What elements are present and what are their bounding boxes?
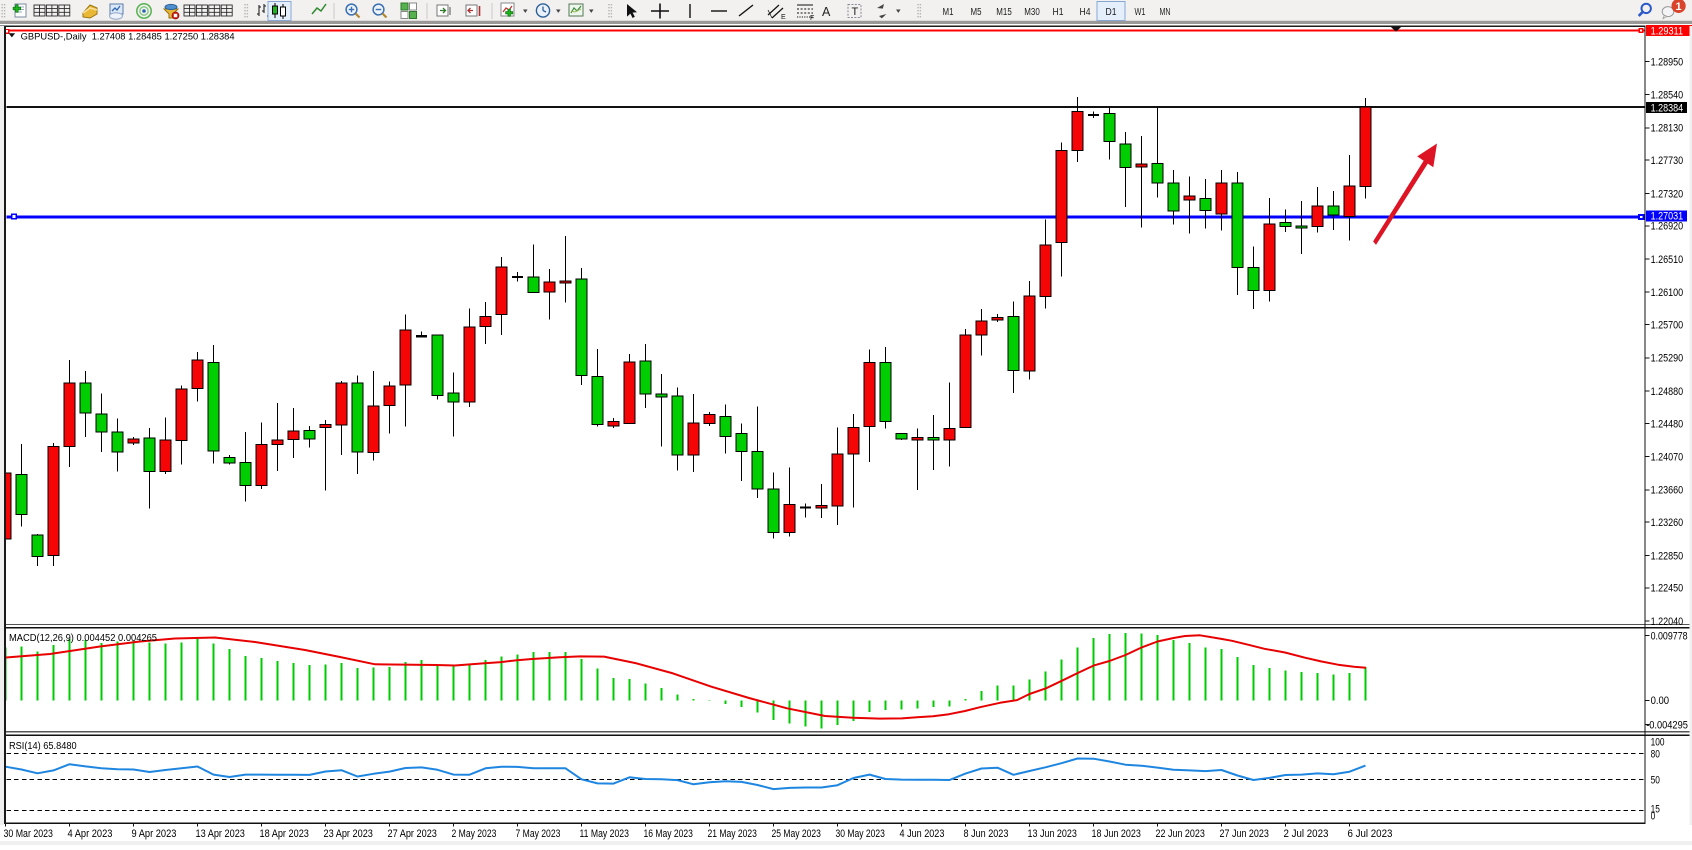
- svg-text:2 Jul 2023: 2 Jul 2023: [1284, 828, 1329, 840]
- svg-text:M1: M1: [943, 7, 954, 18]
- svg-text:22 Jun 2023: 22 Jun 2023: [1156, 828, 1205, 840]
- svg-text:1.28540: 1.28540: [1651, 90, 1684, 102]
- svg-text:F: F: [810, 15, 814, 22]
- svg-text:1.23260: 1.23260: [1651, 517, 1684, 529]
- svg-text:GBPUSD-,Daily 1.27408 1.28485: GBPUSD-,Daily 1.27408 1.28485 1.27250 1.…: [21, 31, 235, 41]
- svg-text:1.28950: 1.28950: [1651, 56, 1684, 68]
- svg-text:H4: H4: [1080, 7, 1091, 18]
- svg-text:4 Jun 2023: 4 Jun 2023: [900, 828, 945, 840]
- svg-text:H1: H1: [1053, 7, 1064, 18]
- svg-text:M15: M15: [996, 7, 1012, 18]
- svg-text:1.24480: 1.24480: [1651, 418, 1684, 430]
- svg-text:18 Apr 2023: 18 Apr 2023: [260, 828, 309, 840]
- svg-text:9 Apr 2023: 9 Apr 2023: [132, 828, 177, 840]
- svg-text:D1: D1: [1106, 7, 1117, 18]
- svg-text:0.009778: 0.009778: [1651, 630, 1688, 642]
- svg-text:11 May 2023: 11 May 2023: [580, 828, 629, 840]
- svg-text:23 Apr 2023: 23 Apr 2023: [324, 828, 373, 840]
- svg-text:80: 80: [1651, 749, 1660, 761]
- svg-text:1.22040: 1.22040: [1651, 616, 1684, 628]
- svg-text:E: E: [781, 14, 786, 21]
- svg-text:RSI(14) 65.8480: RSI(14) 65.8480: [9, 741, 77, 752]
- svg-text:M5: M5: [971, 7, 982, 18]
- svg-text:W1: W1: [1135, 7, 1146, 18]
- svg-text:30 May 2023: 30 May 2023: [836, 828, 885, 840]
- svg-text:1.25700: 1.25700: [1651, 320, 1684, 332]
- svg-text:27 Jun 2023: 27 Jun 2023: [1220, 828, 1269, 840]
- svg-text:1.26920: 1.26920: [1651, 221, 1684, 233]
- svg-text:MACD(12,26,9) 0.004452 0.00426: MACD(12,26,9) 0.004452 0.004265: [9, 633, 158, 644]
- svg-text:18 Jun 2023: 18 Jun 2023: [1092, 828, 1141, 840]
- svg-text:25 May 2023: 25 May 2023: [772, 828, 821, 840]
- svg-text:1.26510: 1.26510: [1651, 254, 1684, 266]
- svg-text:1.27031: 1.27031: [1651, 211, 1684, 223]
- svg-text:1.23660: 1.23660: [1651, 485, 1684, 497]
- svg-text:T: T: [852, 6, 859, 18]
- svg-text:MN: MN: [1160, 7, 1171, 18]
- svg-text:1.27320: 1.27320: [1651, 188, 1684, 200]
- svg-text:1.29311: 1.29311: [1651, 25, 1684, 37]
- svg-text:1.25290: 1.25290: [1651, 353, 1684, 365]
- svg-text:13 Apr 2023: 13 Apr 2023: [196, 828, 245, 840]
- svg-text:7 May 2023: 7 May 2023: [516, 828, 561, 840]
- svg-text:21 May 2023: 21 May 2023: [708, 828, 757, 840]
- svg-text:0.00: 0.00: [1651, 695, 1670, 707]
- svg-text:1.27730: 1.27730: [1651, 155, 1684, 167]
- svg-text:100: 100: [1651, 736, 1665, 748]
- svg-text:M30: M30: [1024, 7, 1040, 18]
- svg-text:1: 1: [1676, 1, 1682, 13]
- svg-text:-0.004295: -0.004295: [1646, 720, 1688, 732]
- svg-text:1.28384: 1.28384: [1651, 102, 1684, 114]
- svg-text:0: 0: [1651, 811, 1656, 823]
- svg-text:1.24070: 1.24070: [1651, 452, 1684, 464]
- svg-text:1.22450: 1.22450: [1651, 583, 1684, 595]
- svg-text:6 Jul 2023: 6 Jul 2023: [1348, 828, 1393, 840]
- svg-text:50: 50: [1651, 774, 1660, 786]
- svg-text:16 May 2023: 16 May 2023: [644, 828, 693, 840]
- svg-text:A: A: [822, 5, 831, 19]
- svg-text:15: 15: [1651, 803, 1660, 815]
- svg-text:1.22850: 1.22850: [1651, 550, 1684, 562]
- svg-text:2 May 2023: 2 May 2023: [452, 828, 497, 840]
- svg-text:1.24880: 1.24880: [1651, 386, 1684, 398]
- svg-text:4 Apr 2023: 4 Apr 2023: [68, 828, 113, 840]
- svg-text:27 Apr 2023: 27 Apr 2023: [388, 828, 437, 840]
- svg-text:1.26100: 1.26100: [1651, 287, 1684, 299]
- svg-text:30 Mar 2023: 30 Mar 2023: [4, 828, 53, 840]
- svg-text:1.28130: 1.28130: [1651, 123, 1684, 135]
- svg-text:8 Jun 2023: 8 Jun 2023: [964, 828, 1009, 840]
- svg-text:13 Jun 2023: 13 Jun 2023: [1028, 828, 1077, 840]
